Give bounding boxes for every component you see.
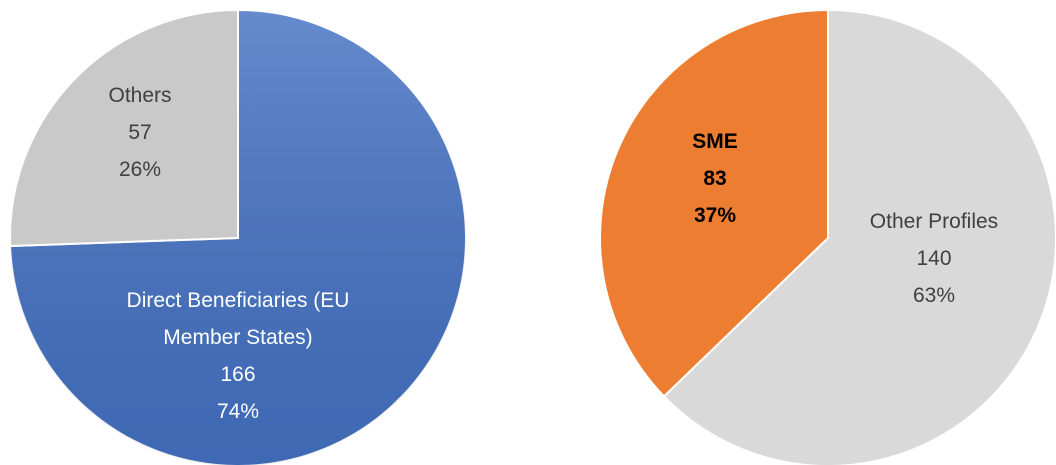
pie-slice [9, 8, 239, 248]
slice-percent: 37% [693, 204, 737, 227]
slice-label: Others 57 26% [60, 77, 220, 188]
slice-percent: 63% [912, 284, 956, 307]
slice-value: 166 [220, 363, 256, 386]
slice-value: 140 [916, 247, 952, 270]
pie-slice [662, 8, 1056, 465]
slice-label: SME 83 37% [655, 123, 775, 234]
slice-percent: 26% [118, 158, 162, 181]
slice-category: Other Profiles [869, 210, 999, 233]
slice-label: Other Profiles 140 63% [824, 203, 1044, 314]
slice-value: 57 [128, 121, 152, 144]
slice-category: SME [692, 130, 738, 153]
slice-category: Direct Beneficiaries (EU Member States) [126, 289, 350, 349]
slice-label: Direct Beneficiaries (EU Member States) 1… [88, 282, 388, 430]
slice-percent: 74% [216, 400, 260, 423]
slice-value: 83 [703, 167, 727, 190]
slice-category: Others [108, 84, 172, 107]
pie-slice [599, 8, 829, 398]
